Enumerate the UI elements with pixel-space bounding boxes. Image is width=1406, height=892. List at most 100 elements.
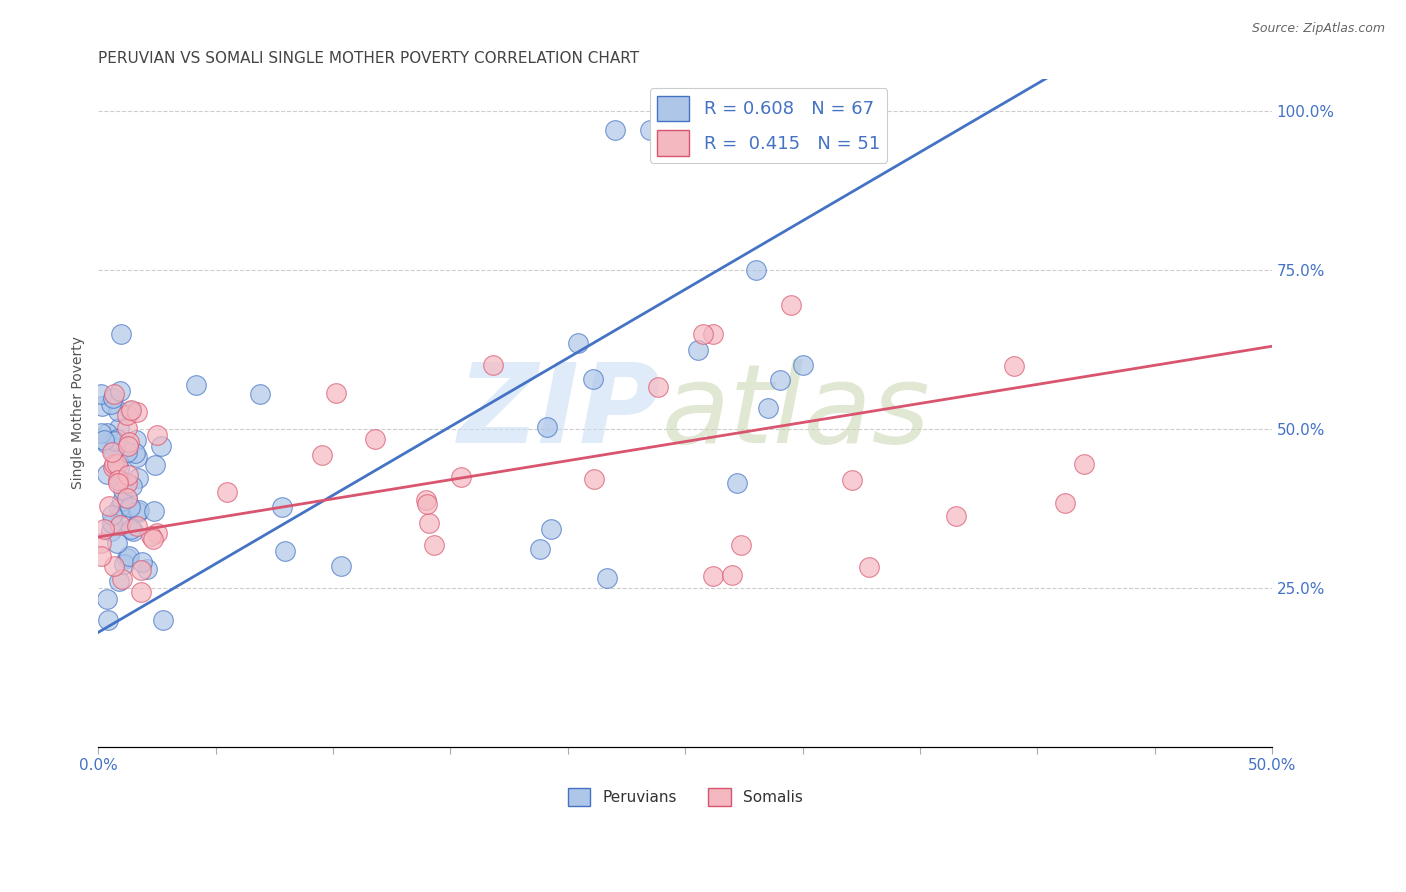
Point <box>120 403 142 417</box>
Point <box>117 475 139 490</box>
Point <box>111 494 134 508</box>
Point <box>100 524 122 539</box>
Point <box>98 499 121 513</box>
Point <box>540 522 562 536</box>
Point <box>122 524 145 538</box>
Text: ZIP: ZIP <box>458 359 662 467</box>
Point <box>105 457 128 471</box>
Point <box>792 359 814 373</box>
Y-axis label: Single Mother Poverty: Single Mother Poverty <box>72 336 86 490</box>
Point <box>112 558 135 572</box>
Point <box>117 409 139 423</box>
Point <box>215 484 238 499</box>
Point <box>271 500 294 514</box>
Point <box>686 343 709 357</box>
Text: PERUVIAN VS SOMALI SINGLE MOTHER POVERTY CORRELATION CHART: PERUVIAN VS SOMALI SINGLE MOTHER POVERTY… <box>98 51 640 66</box>
Point <box>702 569 724 583</box>
Point <box>184 378 207 392</box>
Point <box>945 509 967 524</box>
Point <box>101 391 124 405</box>
Point <box>125 405 148 419</box>
Point <box>127 471 149 485</box>
Point <box>103 443 125 458</box>
Point <box>692 326 714 341</box>
Point <box>94 436 117 450</box>
Point <box>100 397 122 411</box>
Point <box>536 420 558 434</box>
Point <box>120 521 142 535</box>
Point <box>638 123 661 137</box>
Point <box>330 558 353 573</box>
Point <box>90 536 112 550</box>
Point <box>124 446 146 460</box>
Point <box>117 439 139 453</box>
Point <box>141 532 163 546</box>
Point <box>115 551 138 566</box>
Point <box>115 491 138 505</box>
Point <box>1073 457 1095 471</box>
Point <box>117 421 139 435</box>
Point <box>107 404 129 418</box>
Point <box>103 460 125 475</box>
Point <box>129 563 152 577</box>
Point <box>101 508 124 523</box>
Point <box>769 373 792 387</box>
Point <box>146 428 169 442</box>
Legend: Peruvians, Somalis: Peruvians, Somalis <box>561 781 808 813</box>
Point <box>97 613 120 627</box>
Point <box>90 386 112 401</box>
Point <box>756 401 779 415</box>
Point <box>105 432 128 446</box>
Point <box>416 497 439 511</box>
Point <box>115 445 138 459</box>
Point <box>117 467 139 482</box>
Point <box>273 544 295 558</box>
Point <box>325 386 347 401</box>
Point <box>858 560 880 574</box>
Point <box>111 572 134 586</box>
Point <box>103 457 125 471</box>
Point <box>841 474 863 488</box>
Point <box>149 439 172 453</box>
Point <box>143 458 166 472</box>
Point <box>583 472 606 486</box>
Point <box>249 387 271 401</box>
Point <box>603 123 626 137</box>
Point <box>135 561 157 575</box>
Point <box>702 326 724 341</box>
Point <box>110 326 132 341</box>
Point <box>129 585 152 599</box>
Text: Source: ZipAtlas.com: Source: ZipAtlas.com <box>1251 22 1385 36</box>
Point <box>103 386 125 401</box>
Point <box>423 538 446 552</box>
Point <box>450 470 472 484</box>
Point <box>108 461 131 475</box>
Point <box>96 467 118 481</box>
Point <box>730 538 752 552</box>
Point <box>121 479 143 493</box>
Point <box>118 549 141 563</box>
Point <box>1054 495 1077 509</box>
Point <box>90 549 112 564</box>
Point <box>127 505 149 519</box>
Point <box>101 445 124 459</box>
Point <box>146 526 169 541</box>
Point <box>96 592 118 607</box>
Point <box>111 483 134 498</box>
Point <box>596 572 619 586</box>
Point <box>110 474 132 488</box>
Point <box>721 568 744 582</box>
Text: atlas: atlas <box>662 359 931 467</box>
Point <box>107 574 129 588</box>
Point <box>93 434 115 448</box>
Point <box>93 521 115 535</box>
Point <box>107 476 129 491</box>
Point <box>107 473 129 487</box>
Point <box>131 554 153 568</box>
Point <box>582 372 605 386</box>
Point <box>105 535 128 549</box>
Point <box>103 559 125 574</box>
Point <box>101 516 124 530</box>
Point <box>120 403 142 417</box>
Point <box>104 434 127 448</box>
